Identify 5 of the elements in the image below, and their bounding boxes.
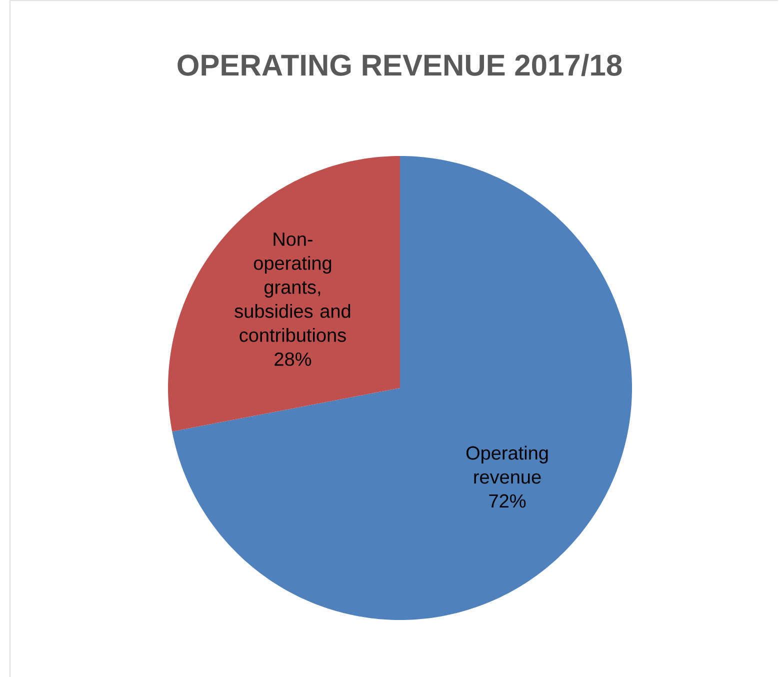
chart-title: OPERATING REVENUE 2017/18 xyxy=(178,54,622,76)
data-label: 72% xyxy=(489,494,526,508)
slice-label: Non-operating grants, subsidies and contributions xyxy=(234,232,350,342)
slice-label: Operating revenue xyxy=(466,446,548,484)
data-label: 28% xyxy=(274,352,312,366)
